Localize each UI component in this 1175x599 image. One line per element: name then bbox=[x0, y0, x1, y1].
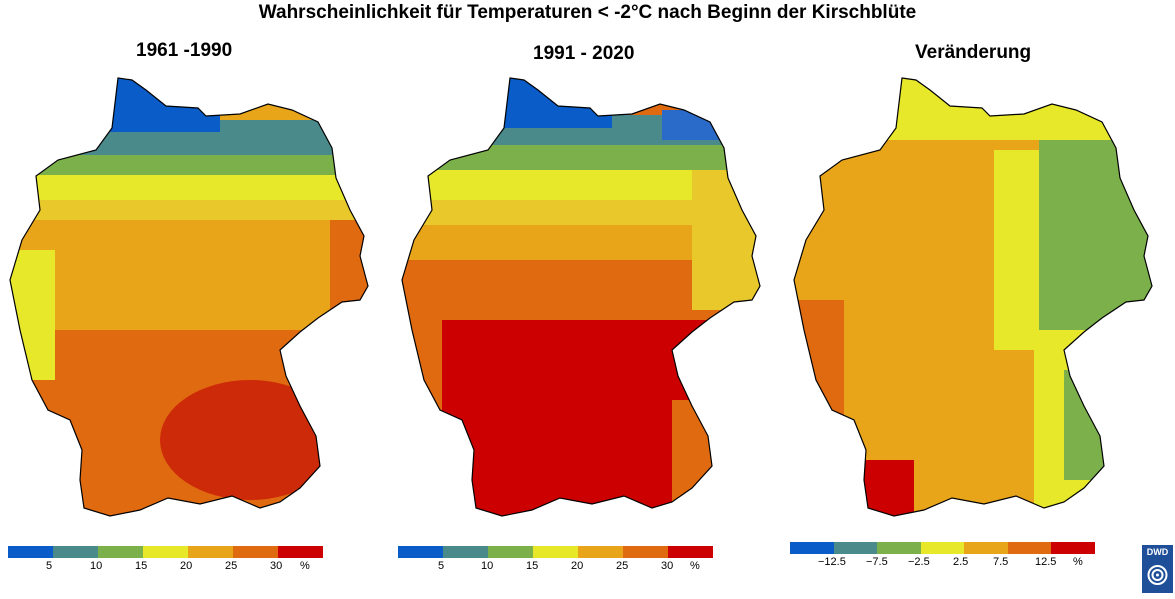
panel-title-veraenderung: Veränderung bbox=[915, 42, 1032, 63]
dwd-logo-text: DWD bbox=[1146, 547, 1169, 557]
legend-tick: −2.5 bbox=[908, 556, 930, 568]
legend-tick: 30 bbox=[270, 560, 283, 572]
legend-tick: 20 bbox=[180, 560, 193, 572]
dwd-logo: DWD bbox=[1142, 545, 1173, 593]
map-veraenderung bbox=[793, 77, 1153, 517]
legend-swatch bbox=[833, 542, 878, 554]
legend-swatch bbox=[623, 546, 668, 558]
legend-swatch bbox=[398, 546, 443, 558]
legend-unit: % bbox=[1073, 556, 1083, 568]
legend-tick: 30 bbox=[661, 560, 674, 572]
legend-swatch bbox=[668, 546, 713, 558]
legend-swatch bbox=[8, 546, 53, 558]
legend-tick: 5 bbox=[46, 560, 53, 572]
legend-veraenderung: −12.5 −7.5 −2.5 2.5 7.5 12.5 % bbox=[790, 542, 1096, 570]
legend-swatch bbox=[488, 546, 533, 558]
legend-1961-1990: 5 10 15 20 25 30 % bbox=[8, 546, 323, 574]
map-1961-1990 bbox=[9, 77, 369, 517]
legend-unit: % bbox=[300, 560, 310, 572]
legend-tick: 10 bbox=[90, 560, 103, 572]
legend-tick: 15 bbox=[135, 560, 148, 572]
legend-swatch bbox=[53, 546, 98, 558]
legend-bar bbox=[790, 542, 1096, 554]
legend-swatch bbox=[278, 546, 323, 558]
legend-bar bbox=[8, 546, 323, 558]
map-1991-2020 bbox=[401, 77, 761, 517]
legend-swatch bbox=[578, 546, 623, 558]
legend-swatch bbox=[920, 542, 965, 554]
legend-unit: % bbox=[690, 560, 700, 572]
legend-tick: 25 bbox=[225, 560, 238, 572]
panel-title-1961-1990: 1961 -1990 bbox=[136, 40, 233, 61]
legend-tick: 2.5 bbox=[953, 556, 969, 568]
legend-swatch bbox=[1051, 542, 1096, 554]
main-title: Wahrscheinlichkeit für Temperaturen < -2… bbox=[258, 2, 917, 23]
legend-tick: −12.5 bbox=[818, 556, 846, 568]
legend-tick: 12.5 bbox=[1035, 556, 1057, 568]
legend-swatch bbox=[143, 546, 188, 558]
swirl-icon bbox=[1147, 565, 1168, 585]
legend-swatch bbox=[964, 542, 1008, 554]
legend-swatch bbox=[1007, 542, 1052, 554]
legend-swatch bbox=[98, 546, 143, 558]
legend-swatch bbox=[443, 546, 488, 558]
legend-tick: 20 bbox=[571, 560, 584, 572]
legend-swatch bbox=[533, 546, 578, 558]
legend-swatch bbox=[233, 546, 278, 558]
legend-tick: 10 bbox=[481, 560, 494, 572]
legend-1991-2020: 5 10 15 20 25 30 % bbox=[398, 546, 713, 574]
legend-bar bbox=[398, 546, 713, 558]
legend-tick: 25 bbox=[616, 560, 629, 572]
legend-tick: 15 bbox=[526, 560, 539, 572]
legend-swatch bbox=[188, 546, 233, 558]
legend-tick: 5 bbox=[438, 560, 445, 572]
legend-swatch bbox=[790, 542, 834, 554]
legend-swatch bbox=[877, 542, 921, 554]
legend-tick: 7.5 bbox=[993, 556, 1009, 568]
legend-tick: −7.5 bbox=[866, 556, 888, 568]
panel-title-1991-2020: 1991 - 2020 bbox=[533, 43, 635, 64]
